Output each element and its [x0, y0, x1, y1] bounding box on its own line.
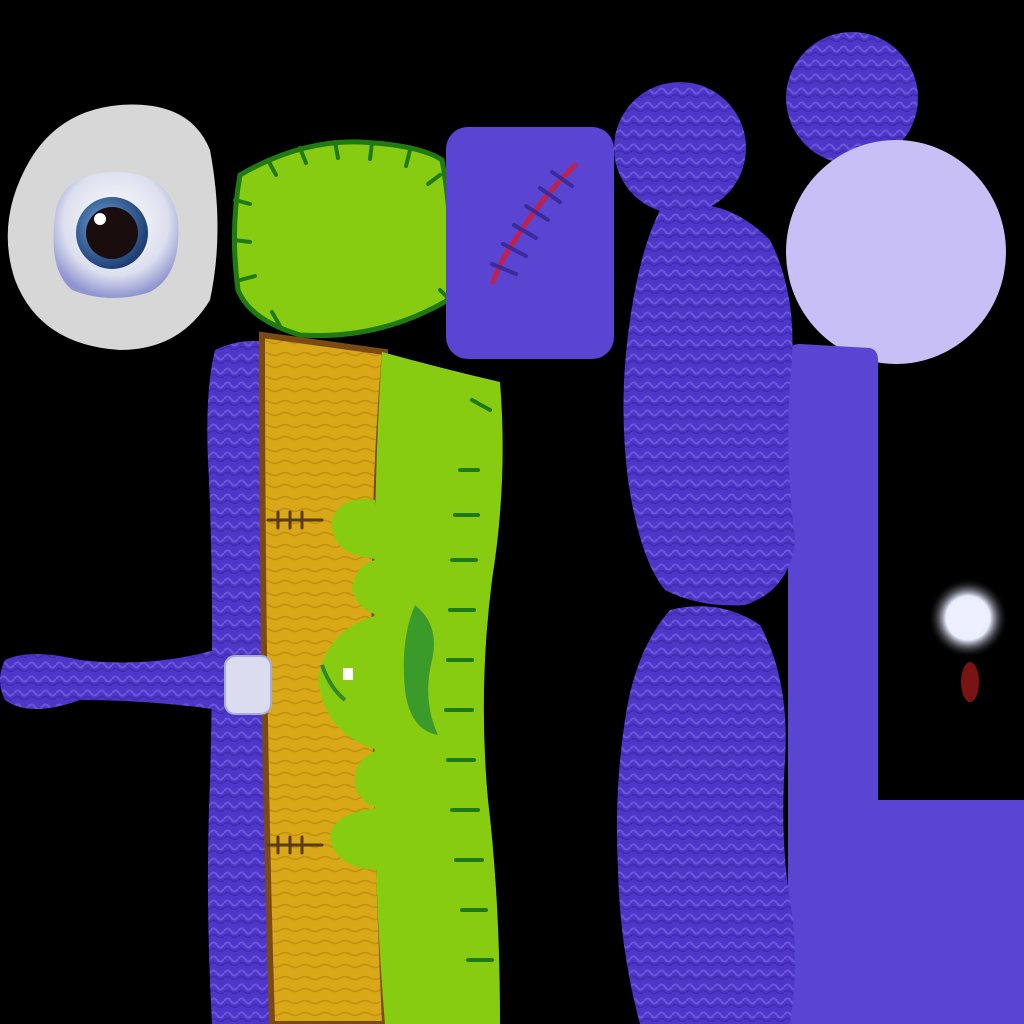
- scar-patch: [446, 127, 614, 359]
- button-icon: [224, 655, 272, 715]
- scar-patch-shape: [446, 127, 614, 359]
- tooth-small: [343, 668, 353, 680]
- blood-drop-icon: [961, 662, 979, 702]
- eyeball-piece: [7, 104, 218, 350]
- yarn-ball-icon: [614, 82, 746, 214]
- pupil-icon: [86, 207, 138, 259]
- stitch-marks: [232, 140, 454, 328]
- scar-stitches: [490, 170, 574, 276]
- green-patch-shape: [231, 139, 453, 339]
- disc-icon: [786, 140, 1006, 364]
- body-green-panel: [374, 352, 503, 1024]
- tooth-icon: [928, 578, 1008, 702]
- arm-upper-segment: [623, 204, 795, 606]
- body-strip: [0, 331, 503, 1024]
- eye-highlight: [94, 213, 106, 225]
- mouth-icon: [403, 605, 438, 735]
- yarn-ball-icon: [786, 32, 918, 164]
- arm-lower-segment: [616, 606, 795, 1024]
- panel-stitches: [444, 398, 494, 962]
- arm-icon: [0, 650, 220, 710]
- yarn-arm: [616, 204, 795, 1024]
- wood-stitches: [266, 510, 324, 855]
- l-shape-icon: [788, 344, 1024, 1024]
- green-bumps: [318, 499, 382, 870]
- green-head-patch: [231, 139, 454, 339]
